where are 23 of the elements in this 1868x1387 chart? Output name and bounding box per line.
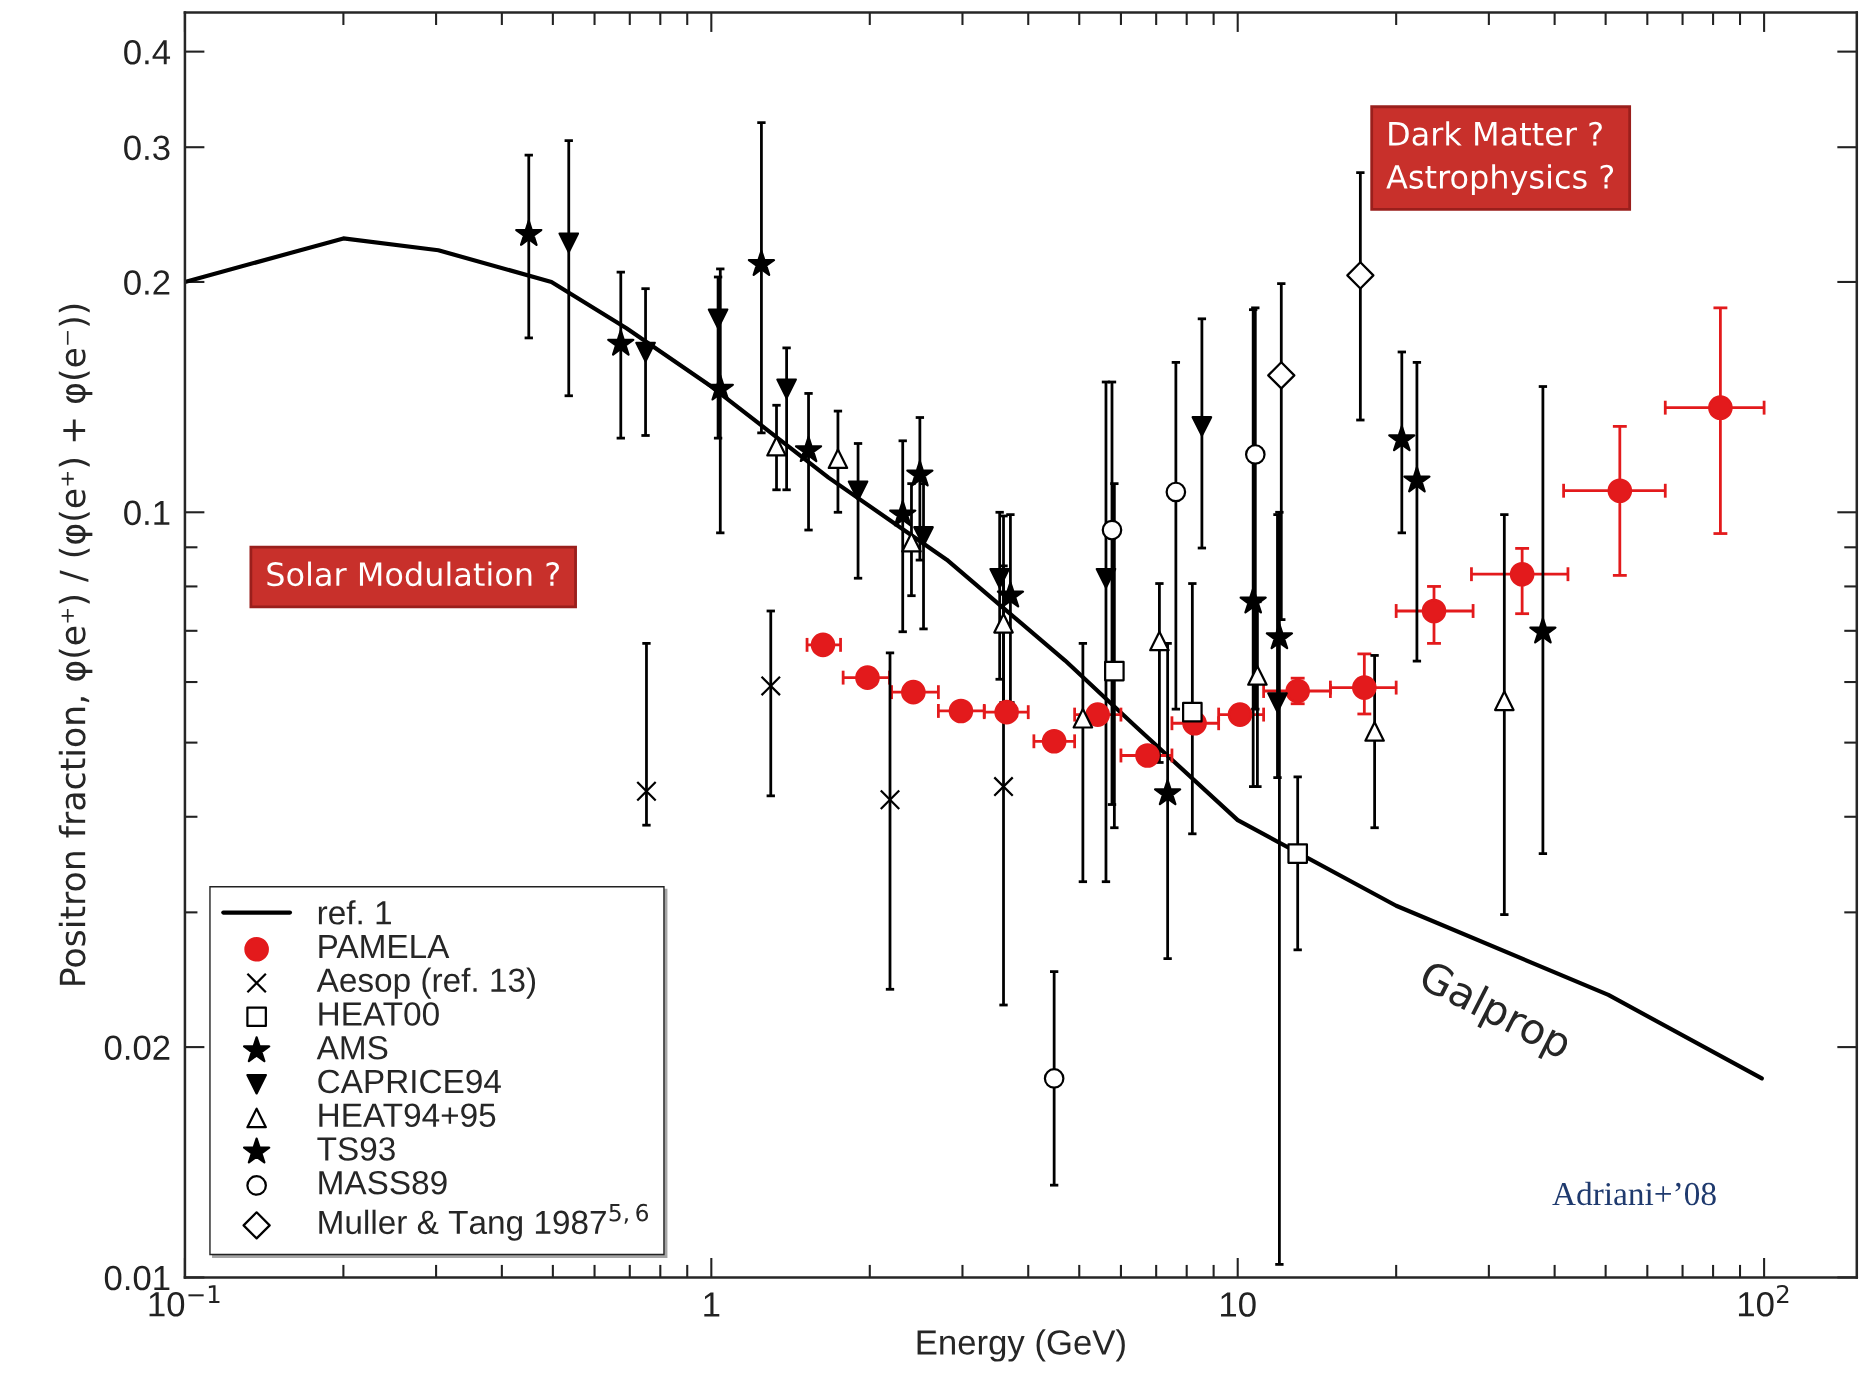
- legend-label: AMS: [316, 1035, 388, 1060]
- x-axis-title: Energy (GeV): [917, 1329, 1125, 1362]
- legend-label: CAPRICE94: [318, 1069, 501, 1094]
- legend-label: PAMELA: [319, 935, 450, 959]
- y-tick-label: 0.02: [104, 1035, 170, 1061]
- legend-label: HEAT00: [319, 1002, 439, 1026]
- legend-label: MASS89: [319, 1170, 447, 1195]
- x-tick-label: 10: [1221, 1292, 1256, 1317]
- legend-label: Muller & Tang 1987$^{5,6}$: [319, 1203, 649, 1241]
- x-tick-label: 1: [704, 1292, 720, 1317]
- legend-label: ref. 1: [318, 900, 391, 925]
- legend-label: TS93: [317, 1137, 395, 1161]
- x-tick-label: 10$^{2}$: [1738, 1284, 1789, 1317]
- y-tick-label: 0.3: [124, 135, 170, 161]
- y-axis-title: Positron fraction, φ(e⁺) / (φ(e⁺) + φ(e⁻)): [58, 304, 93, 985]
- legend-label: Aesop (ref. 13): [316, 967, 536, 999]
- y-tick-label: 0.2: [124, 270, 170, 295]
- annotation: Dark Matter ? Astrophysics ?: [1386, 121, 1614, 196]
- y-tick-label: 0.1: [124, 500, 170, 526]
- y-tick-label: 0.4: [124, 39, 171, 65]
- legend-label: HEAT94+95: [319, 1103, 496, 1128]
- annotation: Adriani+’08: [1552, 1181, 1716, 1206]
- annotation: Solar Modulation ?: [267, 561, 559, 587]
